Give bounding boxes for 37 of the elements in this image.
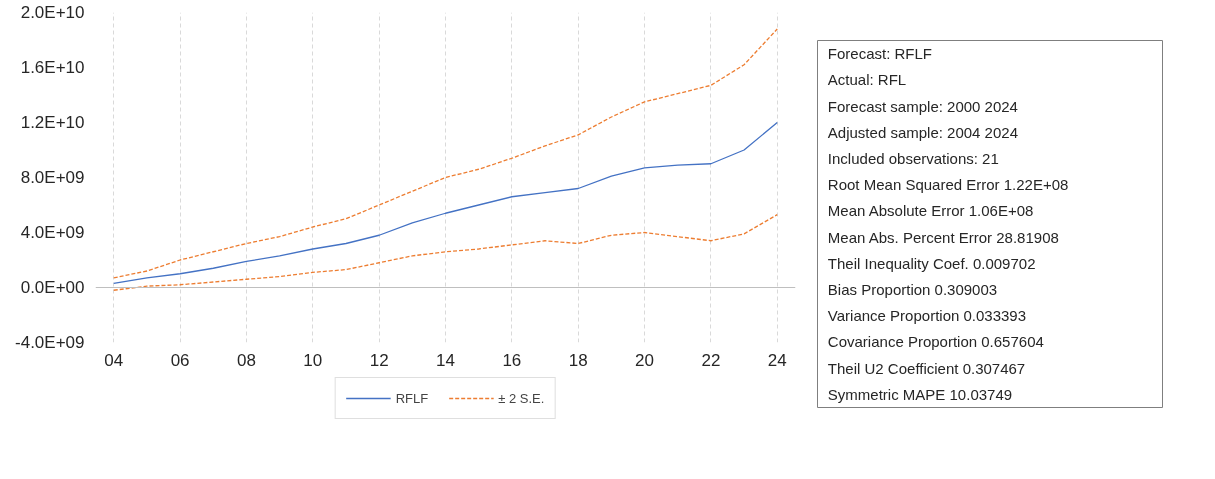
y-tick-label: 1.2E+10	[20, 113, 85, 132]
line-series	[113, 121, 778, 285]
x-tick-label: 24	[767, 350, 787, 370]
text: Forecast: RFLF	[827, 45, 933, 63]
text: Actual: RFL	[827, 71, 907, 89]
y-tick-label: 2.0E+10	[20, 3, 85, 22]
legend-label: RFLF	[395, 390, 429, 406]
line-series	[113, 28, 778, 279]
text: Theil U2 Coefficient 0.307467	[827, 359, 1026, 377]
legend-label: ± 2 S.E.	[498, 390, 545, 406]
text: Adjusted sample: 2004 2024	[827, 123, 1018, 141]
x-tick-label: 06	[170, 350, 190, 370]
line-series	[113, 213, 778, 291]
text: Mean Abs. Percent Error 28.81908	[827, 228, 1059, 246]
text: Theil Inequality Coef. 0.009702	[827, 254, 1036, 272]
text: Forecast sample: 2000 2024	[827, 97, 1018, 115]
x-tick-label: 12	[369, 350, 389, 370]
x-tick-label: 20	[635, 350, 655, 370]
x-tick-label: 08	[236, 350, 256, 370]
x-tick-label: 16	[502, 350, 522, 370]
x-tick-label: 10	[303, 350, 323, 370]
y-tick-label: 4.0E+09	[20, 223, 85, 242]
x-tick-label: 14	[436, 350, 455, 370]
x-tick-label: 22	[701, 350, 721, 370]
text: Mean Absolute Error 1.06E+08	[827, 202, 1034, 220]
y-tick-label: 8.0E+09	[20, 168, 85, 187]
text: Symmetric MAPE 10.03749	[827, 385, 1013, 403]
y-tick-label: 1.6E+10	[20, 58, 85, 77]
text: Variance Proportion 0.033393	[827, 307, 1027, 325]
text: Covariance Proportion 0.657604	[827, 333, 1044, 351]
y-tick-label: -4.0E+09	[15, 333, 85, 352]
x-tick-label: 18	[568, 350, 588, 370]
y-tick-label: 0.0E+00	[20, 278, 85, 297]
x-tick-label: 04	[104, 350, 124, 370]
text: Included observations: 21	[827, 149, 999, 167]
text: Root Mean Squared Error 1.22E+08	[827, 176, 1069, 194]
text: Bias Proportion 0.309003	[827, 281, 998, 299]
